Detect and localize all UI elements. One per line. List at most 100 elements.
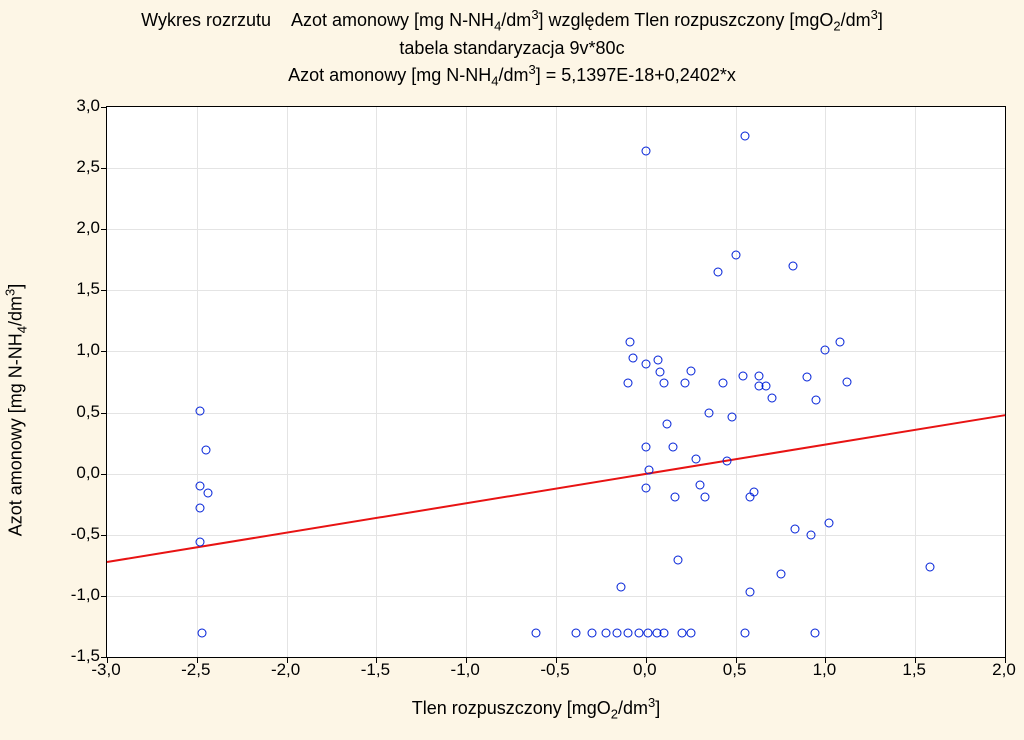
data-point	[629, 353, 638, 362]
gridline-h	[107, 413, 1005, 414]
y-tick-label: 3,0	[76, 96, 100, 116]
data-point	[203, 489, 212, 498]
gridline-v	[825, 107, 826, 657]
data-point	[807, 530, 816, 539]
data-point	[641, 484, 650, 493]
data-point	[674, 556, 683, 565]
data-point	[587, 628, 596, 637]
gridline-h	[107, 535, 1005, 536]
data-point	[623, 379, 632, 388]
tick-y	[101, 229, 107, 230]
data-point	[749, 488, 758, 497]
gridline-v	[197, 107, 198, 657]
data-point	[641, 442, 650, 451]
data-point	[754, 371, 763, 380]
data-point	[692, 455, 701, 464]
y-axis-label: Azot amonowy [mg N-NH4/dm3]	[3, 284, 30, 537]
data-point	[623, 628, 632, 637]
data-point	[776, 569, 785, 578]
data-point	[704, 408, 713, 417]
data-point	[731, 250, 740, 259]
data-point	[645, 466, 654, 475]
tick-y	[101, 168, 107, 169]
x-tick-label: -1,0	[451, 660, 480, 680]
y-tick-label: 0,5	[76, 402, 100, 422]
title-line-3: Azot amonowy [mg N-NH4/dm3] = 5,1397E-18…	[0, 61, 1024, 91]
data-point	[641, 147, 650, 156]
gridline-v	[466, 107, 467, 657]
gridline-v	[287, 107, 288, 657]
y-tick-label: 1,5	[76, 279, 100, 299]
data-point	[656, 368, 665, 377]
gridline-v	[646, 107, 647, 657]
data-point	[670, 492, 679, 501]
data-point	[616, 583, 625, 592]
data-point	[613, 628, 622, 637]
plot-area	[106, 106, 1006, 658]
data-point	[789, 261, 798, 270]
data-point	[824, 518, 833, 527]
tick-y	[101, 413, 107, 414]
y-tick-label: -1,0	[71, 585, 100, 605]
gridline-v	[376, 107, 377, 657]
gridline-h	[107, 596, 1005, 597]
title-line-1: Wykres rozrzutu Azot amonowy [mg N-NH4/d…	[0, 6, 1024, 36]
gridline-h	[107, 290, 1005, 291]
data-point	[728, 413, 737, 422]
data-point	[803, 373, 812, 382]
data-point	[686, 367, 695, 376]
data-point	[686, 628, 695, 637]
title-block: Wykres rozrzutu Azot amonowy [mg N-NH4/d…	[0, 6, 1024, 91]
data-point	[681, 379, 690, 388]
y-tick-label: -1,5	[71, 646, 100, 666]
x-tick-label: -2,5	[181, 660, 210, 680]
y-tick-label: 1,0	[76, 340, 100, 360]
data-point	[668, 442, 677, 451]
tick-y	[101, 351, 107, 352]
data-point	[767, 393, 776, 402]
data-point	[738, 371, 747, 380]
data-point	[790, 524, 799, 533]
data-point	[925, 562, 934, 571]
data-point	[196, 407, 205, 416]
data-point	[677, 628, 686, 637]
tick-y	[101, 596, 107, 597]
data-point	[821, 346, 830, 355]
data-point	[810, 628, 819, 637]
data-point	[571, 628, 580, 637]
gridline-v	[915, 107, 916, 657]
gridline-h	[107, 351, 1005, 352]
y-tick-label: 0,0	[76, 463, 100, 483]
y-tick-label: 2,5	[76, 157, 100, 177]
data-point	[532, 628, 541, 637]
data-point	[835, 337, 844, 346]
data-point	[625, 337, 634, 346]
data-point	[812, 396, 821, 405]
data-point	[198, 628, 207, 637]
x-tick-label: -2,0	[271, 660, 300, 680]
x-tick-label: 1,5	[902, 660, 926, 680]
data-point	[842, 378, 851, 387]
data-point	[701, 492, 710, 501]
x-tick-label: 0,0	[633, 660, 657, 680]
data-point	[201, 446, 210, 455]
data-point	[643, 628, 652, 637]
chart-page: Wykres rozrzutu Azot amonowy [mg N-NH4/d…	[0, 0, 1024, 740]
data-point	[719, 379, 728, 388]
data-point	[740, 628, 749, 637]
gridline-v	[556, 107, 557, 657]
data-point	[659, 379, 668, 388]
data-point	[663, 419, 672, 428]
gridline-v	[736, 107, 737, 657]
data-point	[602, 628, 611, 637]
tick-y	[101, 474, 107, 475]
x-tick-label: 0,5	[723, 660, 747, 680]
data-point	[654, 356, 663, 365]
x-tick-label: 1,0	[813, 660, 837, 680]
data-point	[641, 359, 650, 368]
tick-y	[101, 657, 107, 658]
data-point	[713, 268, 722, 277]
data-point	[196, 503, 205, 512]
data-point	[745, 588, 754, 597]
data-point	[740, 132, 749, 141]
